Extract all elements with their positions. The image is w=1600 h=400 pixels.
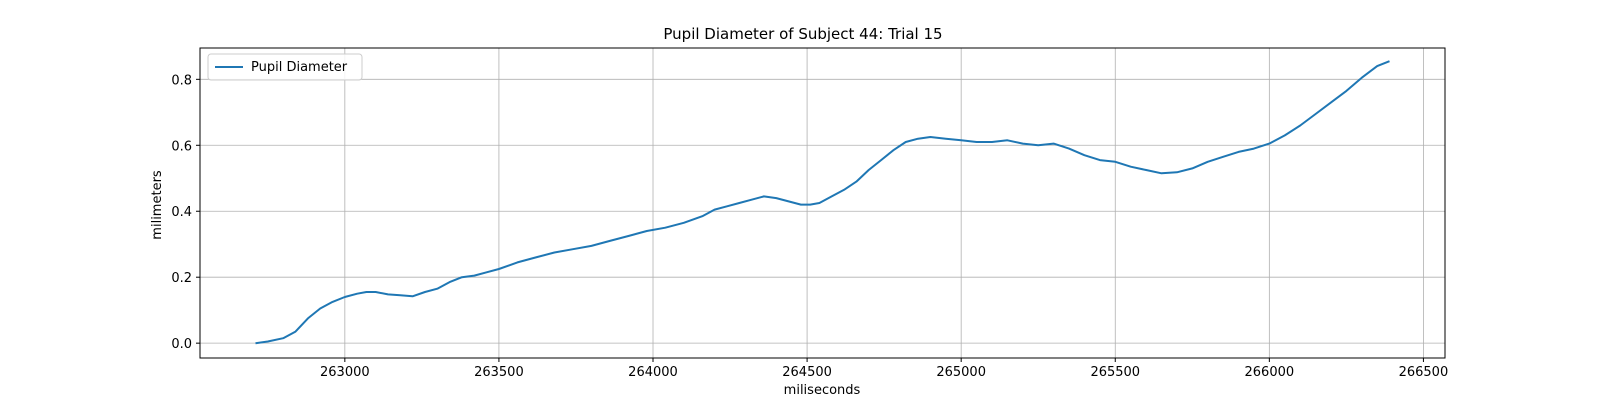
y-tick-label: 0.0 bbox=[171, 337, 192, 352]
y-tick-label: 0.8 bbox=[171, 73, 192, 88]
series-layer bbox=[255, 60, 1390, 345]
legend: Pupil Diameter bbox=[207, 53, 363, 81]
x-tick-label: 264000 bbox=[628, 365, 678, 380]
x-axis-label: miliseconds bbox=[784, 383, 861, 398]
y-axis-ticks: 0.0 0.2 0.4 0.6 0.8 bbox=[171, 73, 200, 352]
plot-frame bbox=[199, 47, 1446, 359]
y-axis-label: milimeters bbox=[150, 170, 165, 240]
x-tick-label: 265500 bbox=[1090, 365, 1140, 380]
legend-label: Pupil Diameter bbox=[251, 60, 348, 75]
x-tick-label: 266500 bbox=[1399, 365, 1449, 380]
x-tick-label: 263500 bbox=[474, 365, 524, 380]
y-tick-label: 0.6 bbox=[171, 139, 192, 154]
y-tick-label: 0.2 bbox=[171, 271, 192, 286]
x-axis-ticks: 263000 263500 264000 264500 265000 265500 2660… bbox=[320, 358, 1448, 380]
x-tick-label: 264500 bbox=[782, 365, 832, 380]
chart-title: Pupil Diameter of Subject 44: Trial 15 bbox=[663, 25, 942, 43]
x-tick-label: 265000 bbox=[936, 365, 986, 380]
grid-lines bbox=[200, 48, 1445, 358]
y-tick-label: 0.4 bbox=[171, 205, 192, 220]
x-tick-label: 263000 bbox=[320, 365, 370, 380]
legend-box bbox=[207, 53, 363, 81]
series-line-pupil-diameter bbox=[255, 60, 1390, 345]
x-tick-label: 266000 bbox=[1245, 365, 1295, 380]
